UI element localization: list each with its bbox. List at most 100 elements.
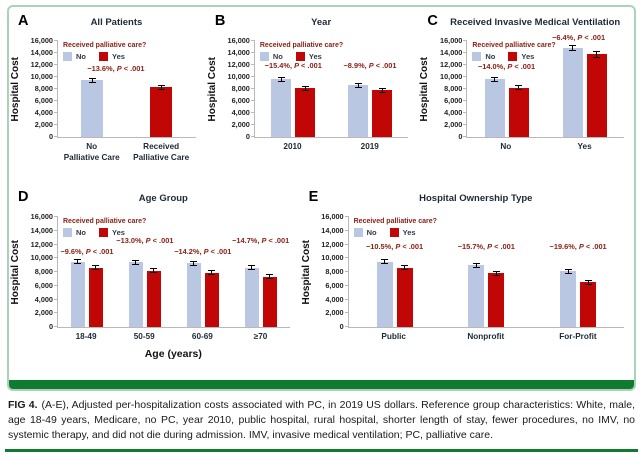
y-tick-label: 12,000 [321,239,344,249]
y-tick-mark [54,284,58,286]
chart-C: Hospital Cost 0 2,000 4,000 6,000 8,000 10,000… [418,33,634,153]
bar-group [332,82,409,137]
y-tick-label: 2,000 [34,120,53,129]
legend-entry-label: Yes [112,52,125,61]
y-tick-mark [344,284,349,286]
y-tick-label: 6,000 [325,280,344,290]
error-bar [301,85,309,91]
legend-entry-no: No [63,228,86,237]
legend-entry-label: No [366,228,377,237]
y-tick-mark [250,100,255,101]
plot-area: Received palliative care? No Yes −14.0%, P … [463,33,624,138]
legend-entry-label: Yes [402,228,416,237]
legend-entry-yes: Yes [389,228,416,237]
bar-no [271,76,292,137]
y-tick-mark [54,326,58,327]
bar-groups [349,217,624,327]
y-tick-mark [54,298,58,300]
y-tick-mark [54,229,58,231]
plot-column: Received palliative care? No Yes −15.4%, P … [250,40,409,153]
legend-entry-yes: Yes [508,52,534,61]
y-axis-title-text: Hospital Cost [10,239,21,305]
annotation: −14.7%, P < .001 [232,236,290,246]
y-tick-label: 16,000 [227,36,250,45]
panel-header: B Year [206,13,419,31]
bar-groups [467,41,624,137]
y-tick-label: 10,000 [440,72,463,81]
y-tick-mark [463,100,468,101]
error-bar [208,270,216,276]
y-axis-title: Hospital Cost [9,41,22,137]
y-tick-mark [54,40,58,41]
y-tick-mark [54,64,58,65]
bar-group [232,265,290,327]
y-tick-label: 0 [48,322,53,331]
bar-group [174,260,232,327]
x-tick-label: For-Profit [559,332,597,341]
y-tick-mark [344,326,349,327]
bar-group [440,262,532,327]
y-tick-label: 6,000 [34,280,53,290]
x-tick-label: 50-59 [133,332,155,341]
y-tick-label: 12,000 [30,239,53,249]
chart-A: Hospital Cost 0 2,000 4,000 6,000 8,000 10,000… [9,36,206,163]
y-tick-label: 2,000 [34,308,53,318]
y-tick-label: 2,000 [231,120,250,129]
error-bar [593,50,601,58]
y-tick-mark [344,271,349,272]
legend-swatch-yes [508,52,518,61]
y-axis-title-text: Hospital Cost [300,239,312,305]
legend-swatch-yes [99,228,108,237]
annotation: −10.5%, P < .001 [365,242,424,252]
x-tick-label: Public [381,332,406,341]
bar-yes [150,84,173,137]
x-tick-label: 60-69 [191,332,213,341]
y-axis-title-text: Hospital Cost [206,56,218,122]
y-tick-label: 8,000 [34,84,53,93]
y-tick-mark [54,100,58,101]
legend-entry-label: No [272,52,283,61]
bar-no [562,45,583,137]
figure-box: A All Patients Hospital Cost 0 2,000 4,000 6,0… [7,5,636,391]
y-tick-label: 2,000 [325,308,344,318]
annotation: −15.7%, P < .001 [457,242,515,252]
y-tick-label: 0 [245,132,250,141]
y-tick-mark [250,136,255,137]
y-tick-label: 0 [48,132,53,141]
error-bar [150,268,158,274]
legend-swatch-no [63,52,72,61]
panel-title: Age Group [138,193,188,204]
bar-yes [262,274,277,327]
legend-swatch-no [259,52,269,61]
y-tick-label: 16,000 [321,212,344,221]
y-tick-label: 12,000 [227,60,250,69]
y-tick-label: 8,000 [231,84,250,93]
plot-area: Received palliative care? No Yes −13.6%, P … [54,40,196,138]
y-tick-mark [344,257,349,259]
legend-swatch-yes [389,228,399,237]
panel-header: A All Patients [9,13,206,31]
x-axis-labels: No Palliative Care Received Palliative Ca… [57,142,196,163]
y-tick-mark [54,124,58,125]
annotation: −13.0%, P < .001 [116,236,174,246]
legend: Received palliative care? No Yes [259,42,343,61]
error-bar [354,82,362,88]
error-bar [277,76,285,82]
y-tick-label: 4,000 [34,294,53,304]
y-tick-mark [463,76,468,77]
y-tick-label: 16,000 [440,36,463,45]
y-tick-mark [344,312,349,314]
y-tick-mark [54,112,58,113]
bar-yes [396,265,413,327]
error-bar [248,265,256,271]
chart-D: Hospital Cost 0 2,000 4,000 6,000 8,000 10,000… [9,212,300,360]
error-bar [491,76,499,82]
error-bar [381,259,389,265]
panel-E: E Hospital Ownership Type Hospital Cost 0 2,… [300,186,634,372]
x-tick-label: Nonprofit [467,332,505,341]
y-tick-label: 16,000 [30,212,53,221]
bottom-rule [5,449,638,452]
panel-letter: C [427,13,438,29]
legend-entries: No Yes [259,52,343,61]
y-tick-mark [463,124,468,125]
